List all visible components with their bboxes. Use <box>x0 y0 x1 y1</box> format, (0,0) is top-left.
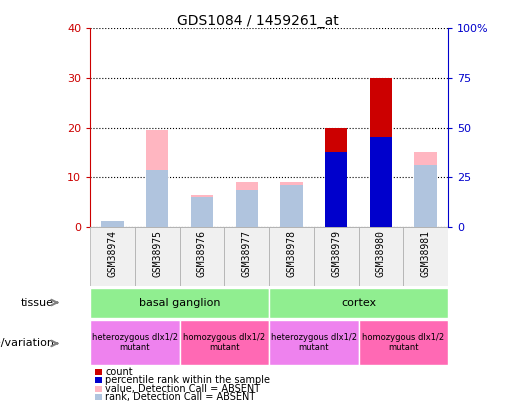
Text: count: count <box>105 367 133 377</box>
Bar <box>135 227 180 286</box>
Text: GSM38979: GSM38979 <box>331 230 341 277</box>
Text: GSM38974: GSM38974 <box>108 230 117 277</box>
Bar <box>191 197 213 227</box>
Bar <box>95 394 102 401</box>
Bar <box>325 128 348 227</box>
Bar <box>101 221 124 227</box>
Text: percentile rank within the sample: percentile rank within the sample <box>105 375 270 385</box>
Bar <box>90 227 135 286</box>
Bar <box>370 78 392 227</box>
Bar <box>269 288 448 318</box>
Bar <box>358 320 448 364</box>
Bar <box>325 152 348 227</box>
Bar <box>415 165 437 227</box>
Bar <box>90 288 269 318</box>
Text: heterozygous dlx1/2
mutant: heterozygous dlx1/2 mutant <box>271 333 357 352</box>
Bar <box>269 320 358 364</box>
Bar <box>403 227 448 286</box>
Bar <box>180 320 269 364</box>
Text: cortex: cortex <box>341 298 376 308</box>
Text: tissue: tissue <box>21 298 54 307</box>
Text: homozygous dlx1/2
mutant: homozygous dlx1/2 mutant <box>183 333 265 352</box>
Text: GDS1084 / 1459261_at: GDS1084 / 1459261_at <box>177 14 338 28</box>
Text: value, Detection Call = ABSENT: value, Detection Call = ABSENT <box>105 384 260 394</box>
Bar <box>146 130 168 227</box>
Bar <box>95 386 102 392</box>
Text: genotype/variation: genotype/variation <box>0 339 54 348</box>
Text: GSM38978: GSM38978 <box>286 230 297 277</box>
Bar <box>95 377 102 383</box>
Text: GSM38975: GSM38975 <box>152 230 162 277</box>
Text: rank, Detection Call = ABSENT: rank, Detection Call = ABSENT <box>105 392 255 403</box>
Bar <box>358 227 403 286</box>
Bar <box>90 320 180 364</box>
Bar <box>269 227 314 286</box>
Bar <box>280 182 303 227</box>
Text: heterozygous dlx1/2
mutant: heterozygous dlx1/2 mutant <box>92 333 178 352</box>
Bar <box>146 170 168 227</box>
Text: GSM38980: GSM38980 <box>376 230 386 277</box>
Bar <box>314 227 358 286</box>
Bar <box>280 185 303 227</box>
Bar <box>180 227 225 286</box>
Bar <box>191 194 213 227</box>
Bar <box>95 369 102 375</box>
Text: homozygous dlx1/2
mutant: homozygous dlx1/2 mutant <box>362 333 444 352</box>
Text: GSM38977: GSM38977 <box>242 230 252 277</box>
Text: GSM38981: GSM38981 <box>421 230 431 277</box>
Bar <box>370 138 392 227</box>
Bar <box>225 227 269 286</box>
Bar <box>235 190 258 227</box>
Bar <box>235 182 258 227</box>
Text: GSM38976: GSM38976 <box>197 230 207 277</box>
Text: basal ganglion: basal ganglion <box>139 298 220 308</box>
Bar <box>415 152 437 227</box>
